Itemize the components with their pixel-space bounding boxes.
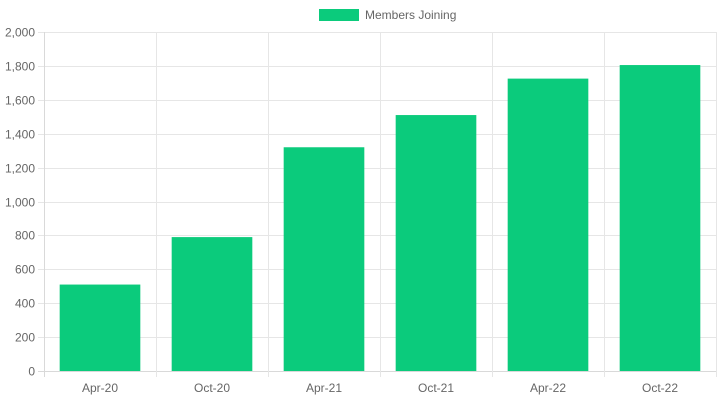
y-tick-label: 0 [28, 365, 35, 379]
y-tick-label: 1,800 [5, 60, 35, 74]
bar[interactable] [59, 284, 141, 371]
x-tick-label: Apr-21 [306, 381, 342, 395]
y-tick-label: 400 [15, 297, 35, 311]
y-tick-label: 1,600 [5, 94, 35, 108]
x-tick-label: Apr-22 [530, 381, 566, 395]
x-tick-label: Oct-20 [194, 381, 230, 395]
y-tick-label: 1,000 [5, 196, 35, 210]
bar[interactable] [171, 237, 253, 371]
y-tick-label: 1,400 [5, 128, 35, 142]
x-tick-label: Oct-21 [418, 381, 454, 395]
bar[interactable] [507, 78, 589, 372]
bar[interactable] [619, 65, 701, 372]
bar[interactable] [283, 147, 365, 371]
bar[interactable] [395, 115, 477, 372]
legend-swatch[interactable] [319, 9, 359, 21]
x-tick-label: Apr-20 [82, 381, 118, 395]
x-tick-label: Oct-22 [642, 381, 678, 395]
legend-label[interactable]: Members Joining [365, 8, 456, 22]
grid-layer [38, 32, 717, 377]
axis-layer: 0 200 400 600 800 1,000 1,200 1,400 1,600 1,800 2,… [5, 26, 678, 396]
y-tick-label: 1,200 [5, 162, 35, 176]
bars-layer [59, 65, 701, 372]
y-tick-label: 2,000 [5, 26, 35, 40]
y-tick-label: 800 [15, 229, 35, 243]
legend[interactable]: Members Joining [319, 8, 456, 22]
y-tick-label: 600 [15, 263, 35, 277]
y-tick-label: 200 [15, 331, 35, 345]
